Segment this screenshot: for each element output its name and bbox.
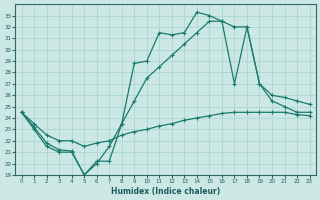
X-axis label: Humidex (Indice chaleur): Humidex (Indice chaleur)	[111, 187, 220, 196]
